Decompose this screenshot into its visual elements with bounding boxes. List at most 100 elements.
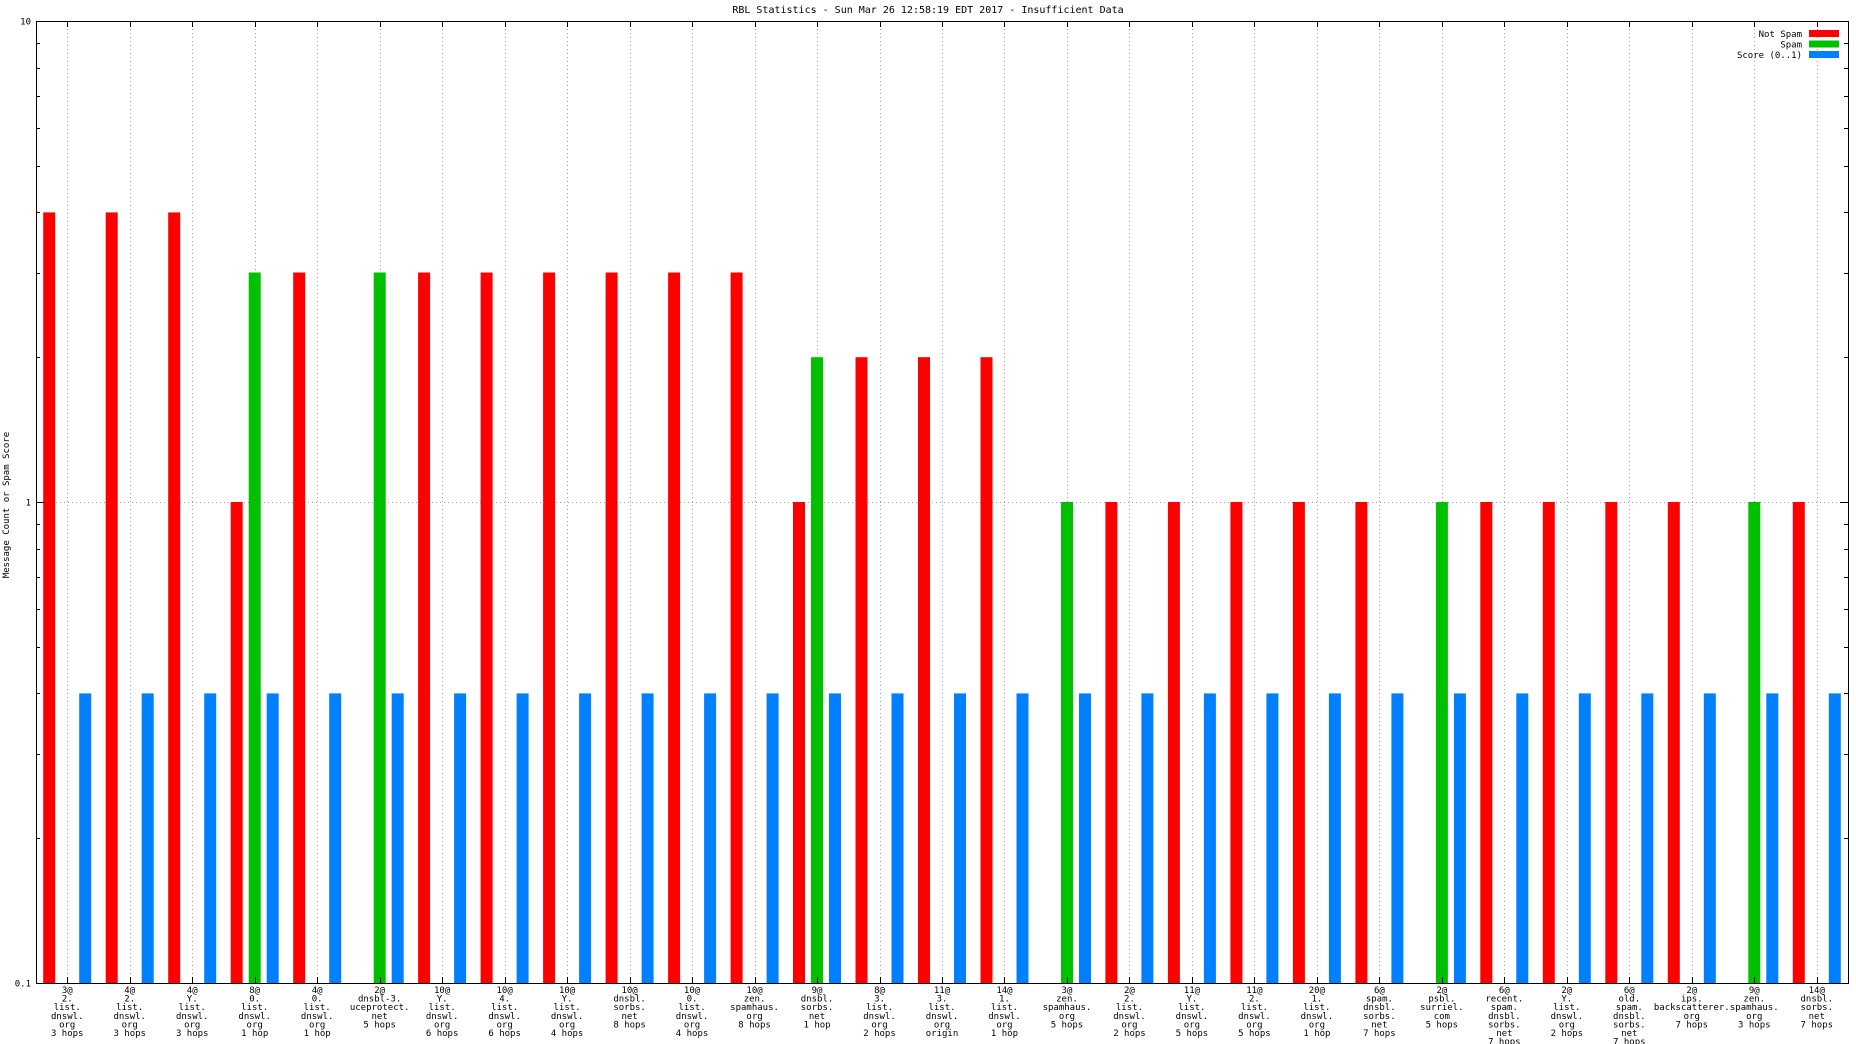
x-tick-label-line: spamhaus. <box>1043 1003 1092 1013</box>
x-tick-label-line: org <box>496 1020 512 1030</box>
x-tick-label-line: origin <box>926 1029 959 1039</box>
x-tick-label-line: 9@ <box>1749 986 1760 996</box>
x-tick-label-line: 5 hops <box>1176 1029 1209 1039</box>
x-tick-label-line: list. <box>179 1003 206 1013</box>
x-tick-label-line: org <box>1309 1020 1325 1030</box>
x-tick-label-line: 3. <box>874 995 885 1005</box>
x-tick-label-line: dnswl. <box>488 1012 521 1022</box>
bar-score-0-1 <box>391 693 404 983</box>
x-tick-label-line: list. <box>491 1003 518 1013</box>
bar-not-spam <box>793 502 805 983</box>
x-tick-label-line: dnswl. <box>676 1012 709 1022</box>
bar-not-spam <box>1542 502 1555 983</box>
x-tick-label-line: Y. <box>1187 995 1198 1005</box>
x-tick-label: 8@ 3. list. dnswl. org 2 hops <box>863 986 896 1039</box>
x-tick-label: 8@ 0. list. dnswl. org 1 hop <box>238 986 271 1039</box>
bar-spam <box>1435 502 1448 983</box>
x-tick-label-line: 5 hops <box>363 1020 396 1030</box>
bar-not-spam <box>980 357 993 983</box>
x-tick-label-line: org <box>1746 1012 1762 1022</box>
x-tick-label-line: 4. <box>499 995 510 1005</box>
bar-spam <box>1748 502 1761 983</box>
x-tick-label-line: 2@ <box>1436 986 1447 996</box>
x-tick-label-line: 1 hop <box>803 1020 830 1030</box>
x-tick-label-line: 3 hops <box>176 1029 209 1039</box>
bar-score-0-1 <box>1516 693 1529 983</box>
y-tick-label: 0.1 <box>15 980 31 990</box>
x-tick-label-line: dnsbl-3. <box>358 995 401 1005</box>
x-tick-label-line: org <box>434 1020 450 1030</box>
bar-not-spam <box>43 212 56 983</box>
bar-spam <box>373 272 386 983</box>
bar-score-0-1 <box>1578 693 1591 983</box>
x-tick-label-line: 3 hops <box>51 1029 84 1039</box>
bar-not-spam <box>1230 502 1243 983</box>
bar-not-spam <box>1480 502 1493 983</box>
x-tick-label-line: 6@ <box>1499 986 1510 996</box>
x-tick-label-line: net <box>621 1012 637 1022</box>
x-tick-label-line: dnswl. <box>301 1012 334 1022</box>
x-tick-label-line: org <box>1121 1020 1137 1030</box>
x-tick-label-line: 2 hops <box>1551 1029 1584 1039</box>
x-tick-label-line: 2@ <box>1561 986 1572 996</box>
legend-label: Not Spam <box>1759 30 1802 40</box>
x-tick-label-line: org <box>934 1020 950 1030</box>
x-tick-label: 10@ 0. list. dnswl. org 4 hops <box>676 986 709 1039</box>
x-tick-label-line: spam. <box>1366 995 1393 1005</box>
x-tick-label-line: list. <box>866 1003 893 1013</box>
x-tick-label-line: 3@ <box>62 986 73 996</box>
x-tick-label: 14@ dnsbl. sorbs. net 7 hops <box>1801 986 1834 1030</box>
bar-not-spam <box>918 357 930 983</box>
bar-score-0-1 <box>141 693 154 983</box>
x-tick-label: 11@ 3. list. dnswl. org origin <box>926 986 959 1039</box>
x-tick-label-line: 7 hops <box>1488 1038 1521 1044</box>
x-tick-label-line: dnsbl. <box>1488 1012 1521 1022</box>
x-tick-label-line: dnswl. <box>176 1012 209 1022</box>
x-tick-label-line: 10@ <box>621 986 638 996</box>
bar-score-0-1 <box>1328 693 1341 983</box>
x-tick-label-line: list. <box>928 1003 955 1013</box>
x-tick-label: 11@ 2. list. dnswl. org 5 hops <box>1238 986 1271 1039</box>
x-tick-label-line: 8 hops <box>613 1020 646 1030</box>
x-tick-label-line: 10@ <box>496 986 513 996</box>
bar-score-0-1 <box>891 693 904 983</box>
x-tick-label-line: 1 hop <box>1303 1029 1330 1039</box>
x-tick-label-line: dnswl. <box>1176 1012 1209 1022</box>
x-tick-label-line: Y. <box>187 995 198 1005</box>
bar-spam <box>248 272 261 983</box>
x-tick-label-line: 6@ <box>1624 986 1635 996</box>
x-tick-label-line: 14@ <box>1809 986 1826 996</box>
x-tick-label: 10@ dnsbl. sorbs. net 8 hops <box>613 986 646 1030</box>
bar-not-spam <box>1167 502 1180 983</box>
bar-score-0-1 <box>766 693 779 983</box>
bar-score-0-1 <box>954 693 966 983</box>
x-tick-label-line: 7 hops <box>1363 1029 1396 1039</box>
x-tick-label: 2@ Y. list. dnswl. org 2 hops <box>1551 986 1584 1039</box>
x-tick-label-line: list. <box>1178 1003 1205 1013</box>
bar-not-spam <box>293 272 306 983</box>
x-tick-label-line: 11@ <box>934 986 951 996</box>
x-tick-label-line: sorbs. <box>1363 1012 1396 1022</box>
x-tick-label-line: psbl. <box>1428 995 1455 1005</box>
bar-not-spam <box>605 272 618 983</box>
x-tick-label-line: zen. <box>1743 995 1765 1005</box>
x-tick-label: 2@ 2. list. dnswl. org 2 hops <box>1113 986 1146 1039</box>
x-tick-label-line: dnswl. <box>426 1012 459 1022</box>
x-tick-label-line: org <box>1184 1020 1200 1030</box>
bar-score-0-1 <box>1766 693 1779 983</box>
x-tick-label-line: 6@ <box>1374 986 1385 996</box>
x-tick-label-line: list. <box>1116 1003 1143 1013</box>
y-tick-label: 10 <box>20 18 31 28</box>
x-tick-label-line: sorbs. <box>801 1003 834 1013</box>
x-tick-label: 2@ ips. backscatterer. org 7 hops <box>1654 986 1730 1030</box>
x-tick-label-line: 2@ <box>1686 986 1697 996</box>
x-tick-label-line: dnswl. <box>1301 1012 1334 1022</box>
x-tick-label: 6@ recent. spam. dnsbl. sorbs. net 7 hops <box>1485 986 1523 1044</box>
x-tick-label-line: Y. <box>562 995 573 1005</box>
x-tick-label-line: spamhaus. <box>730 1003 779 1013</box>
bar-score-0-1 <box>829 693 841 983</box>
y-tick-labels: 0.1 1 10 <box>15 18 31 990</box>
x-tick-label-line: 0. <box>312 995 323 1005</box>
x-tick-label-line: 0. <box>687 995 698 1005</box>
